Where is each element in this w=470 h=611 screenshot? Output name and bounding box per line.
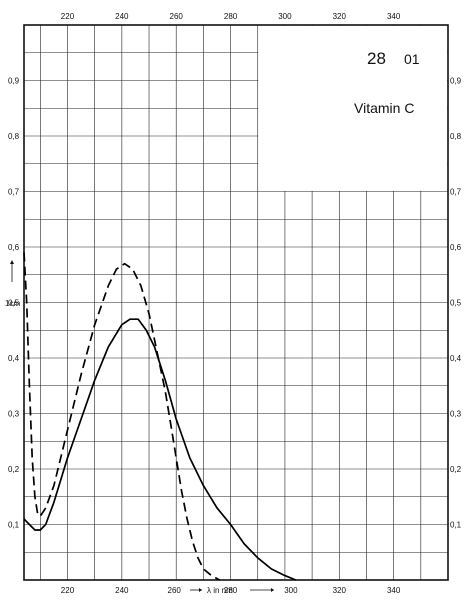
x-tick-label-top: 220 xyxy=(61,12,75,21)
x-ticks-bottom: 220 240 260 280 300 320 340 xyxy=(61,586,401,595)
dashed-absorption-curve xyxy=(23,252,221,581)
y-tick-label-right: 0,4 xyxy=(450,354,462,363)
x-tick-label-top: 240 xyxy=(115,12,129,21)
series-group xyxy=(23,252,297,581)
y-ticks-right: 0,1 0,2 0,3 0,4 0,5 0,6 0,7 0,8 0,9 xyxy=(450,77,462,530)
y-tick-label-left: 0,9 xyxy=(8,77,20,86)
x-ticks-top: 220 240 260 280 300 320 340 xyxy=(61,12,401,21)
y-tick-label-right: 0,9 xyxy=(450,77,462,86)
y-tick-label-right: 0,7 xyxy=(450,188,462,197)
y-tick-label-left: 0,7 xyxy=(8,188,20,197)
y-tick-label-left: 0,3 xyxy=(8,410,20,419)
x-axis-arrowhead-right xyxy=(271,588,274,592)
x-tick-label-top: 340 xyxy=(387,12,401,21)
y-axis-label: 1cm xyxy=(5,299,20,308)
y-tick-label-right: 0,1 xyxy=(450,521,462,530)
x-tick-label-bottom: 220 xyxy=(61,586,75,595)
y-tick-label-right: 0,3 xyxy=(450,410,462,419)
y-axis-arrowhead xyxy=(10,260,14,264)
solid-absorption-curve xyxy=(23,318,297,581)
y-tick-label-right: 0,6 xyxy=(450,243,462,252)
y-tick-label-left: 0,1 xyxy=(8,521,20,530)
x-axis-arrowhead-left xyxy=(199,588,202,592)
x-tick-label-bottom: 260 xyxy=(168,586,182,595)
x-tick-label-bottom: 300 xyxy=(284,586,298,595)
x-tick-label-bottom: 240 xyxy=(115,586,129,595)
x-tick-label-top: 300 xyxy=(278,12,292,21)
x-tick-label-top: 320 xyxy=(333,12,347,21)
label-box xyxy=(258,26,447,191)
y-tick-label-left: 0,8 xyxy=(8,132,20,141)
y-tick-label-left: 0,4 xyxy=(8,354,20,363)
x-tick-label-top: 260 xyxy=(170,12,184,21)
y-tick-label-left: 0,6 xyxy=(8,243,20,252)
y-ticks-left: 0,1 0,2 0,3 0,4 0,5 0,6 0,7 0,8 0,9 xyxy=(8,77,20,530)
y-tick-label-right: 0,8 xyxy=(450,132,462,141)
spectrum-code-sub: 01 xyxy=(404,51,420,67)
y-tick-label-right: 0,2 xyxy=(450,465,462,474)
x-axis-label: λ in nm xyxy=(207,586,233,595)
x-tick-label-top: 280 xyxy=(224,12,238,21)
y-tick-label-right: 0,5 xyxy=(450,299,462,308)
y-tick-label-left: 0,2 xyxy=(8,465,20,474)
y-tick-label-left: 0,5 xyxy=(8,299,20,308)
x-tick-label-bottom: 320 xyxy=(333,586,347,595)
x-tick-label-bottom: 340 xyxy=(387,586,401,595)
horizontal-grid xyxy=(24,52,448,553)
y-axis-label-group: 1cm xyxy=(5,260,20,308)
spectrum-code: 28 xyxy=(367,49,386,68)
x-tick-label-bottom: 280 xyxy=(224,586,238,595)
plot-frame xyxy=(23,24,449,581)
x-axis-label-group: λ in nm xyxy=(190,586,274,595)
chart-title: Vitamin C xyxy=(354,100,414,116)
